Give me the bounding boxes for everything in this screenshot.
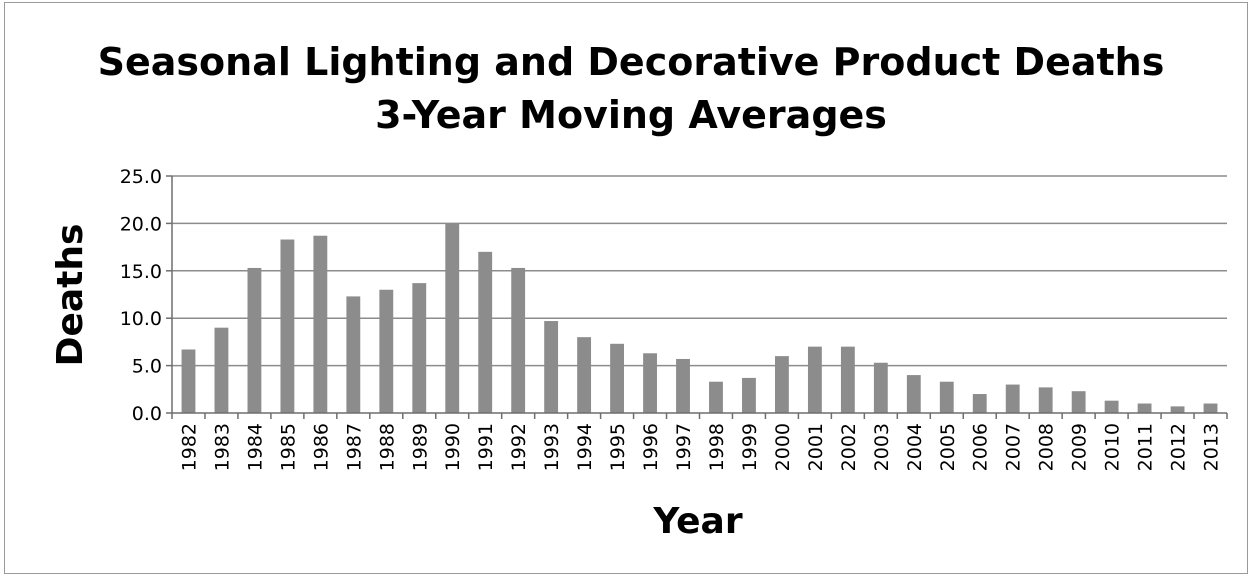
bar-1988 [379,289,394,413]
y-tick-label: 25.0 [120,166,162,188]
x-tick-label: 2000 [772,423,794,471]
bar-2000 [774,356,789,413]
bar-2011 [1137,403,1152,413]
bar-2012 [1170,406,1185,413]
x-tick-label: 2008 [1036,423,1058,471]
x-tick-label: 2010 [1102,423,1124,471]
bar-1999 [742,377,756,413]
x-tick-label: 1993 [541,423,563,471]
bar-1989 [412,283,427,413]
x-tick-label: 1991 [475,423,497,471]
bar-2006 [972,394,987,413]
bar-1987 [346,296,361,413]
bar-1986 [313,235,328,413]
x-tick-label: 2006 [970,423,992,471]
gridlines [172,175,1227,367]
x-tick-label: 1988 [376,423,398,471]
x-tick-label: 2002 [838,423,860,471]
bar-1995 [610,343,625,413]
x-tick-label: 2003 [871,423,893,471]
x-axis-title: Year [652,501,742,542]
bar-1997 [676,358,690,413]
bar-2010 [1104,400,1119,413]
bar-1993 [544,321,559,413]
x-tick-label: 1999 [739,423,761,471]
bar-2007 [1005,384,1020,413]
bar-1984 [247,267,262,413]
x-tick-label: 2007 [1003,423,1025,471]
bar-1983 [214,327,229,413]
bar-1992 [511,267,526,413]
bar-1985 [280,239,295,413]
x-tick-label: 1997 [673,423,695,471]
x-tick-label: 2005 [937,423,959,471]
x-tick-label: 1987 [343,423,365,471]
x-tick-label: 1985 [277,423,299,471]
x-tick-label: 1989 [409,423,431,471]
y-tick-labels: 0.0 5.0 10.0 15.0 20.0 25.0 [120,166,162,425]
bar-2002 [840,346,855,413]
x-tick-label: 2001 [805,423,827,471]
x-tick-label: 1984 [244,423,266,471]
x-tick-label: 1982 [178,423,200,471]
bar-2001 [807,346,822,413]
y-axis-title: Deaths [50,224,91,367]
x-tick-labels: 1982 1983 1984 1985 1986 1987 1988 1989 1990 1991… [178,423,1222,471]
bar-1998 [709,381,723,413]
x-tick-label: 1998 [706,423,728,471]
bar-1994 [577,337,592,413]
chart-title: Seasonal Lighting and Decorative Product… [98,40,1165,84]
bar-1990 [445,223,460,413]
chart-subtitle: 3-Year Moving Averages [375,93,887,137]
x-tick-label: 1986 [310,423,332,471]
x-tick-label: 1992 [508,423,530,471]
x-tick-label: 1994 [574,423,596,471]
y-tick-label: 15.0 [120,261,162,283]
y-tick-label: 0.0 [132,403,162,425]
bar-2004 [906,375,921,413]
axes [166,175,1228,419]
bars [181,223,1218,413]
bar-2008 [1038,387,1053,413]
x-tick-label: 1995 [607,423,629,471]
y-tick-label: 20.0 [120,213,162,235]
bar-1991 [478,251,493,413]
x-tick-label: 1990 [442,423,464,471]
bar-2009 [1071,391,1086,413]
bar-2005 [939,381,954,413]
x-tick-label: 2011 [1135,423,1157,471]
x-tick-label: 2009 [1069,423,1091,471]
x-tick-label: 1983 [211,423,233,471]
chart-frame [4,2,1248,574]
y-tick-label: 5.0 [132,356,162,378]
y-tick-label: 10.0 [120,308,162,330]
x-tick-label: 2013 [1201,423,1223,471]
x-tick-label: 2012 [1168,423,1190,471]
bar-2003 [873,362,888,413]
x-tick-label: 1996 [640,423,662,471]
x-tick-label: 2004 [904,423,926,471]
bar-2013 [1203,403,1218,413]
bar-1982 [181,349,196,413]
bar-1996 [643,353,657,413]
